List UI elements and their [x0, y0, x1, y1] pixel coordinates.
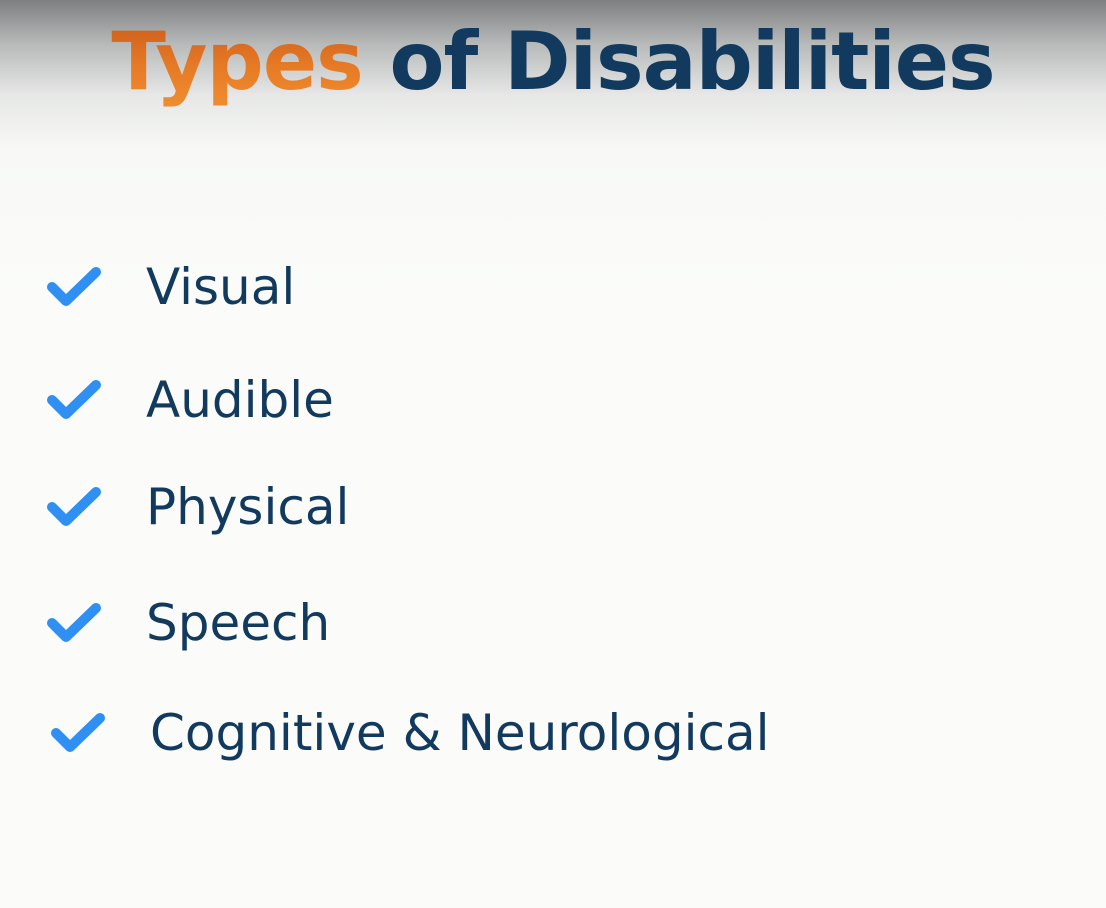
check-icon — [46, 598, 106, 648]
list-item-label: Visual — [146, 258, 296, 316]
check-icon — [46, 262, 106, 312]
list-item-audible: Audible — [46, 365, 334, 435]
list-item-label: Cognitive & Neurological — [150, 704, 770, 762]
slide-title: Types of Disabilities — [0, 10, 1106, 114]
list-item-label: Physical — [146, 478, 350, 536]
check-icon — [46, 482, 106, 532]
list-item-label: Audible — [146, 371, 334, 429]
title-accent-word: Types — [111, 15, 363, 108]
title-main-text: of Disabilities — [362, 15, 996, 108]
list-item-visual: Visual — [46, 252, 295, 322]
list-item-physical: Physical — [46, 472, 349, 542]
check-icon — [50, 708, 110, 758]
check-icon — [46, 375, 106, 425]
list-item-speech: Speech — [46, 588, 330, 658]
list-item-cognitive-neurological: Cognitive & Neurological — [50, 698, 769, 768]
list-item-label: Speech — [146, 594, 331, 652]
